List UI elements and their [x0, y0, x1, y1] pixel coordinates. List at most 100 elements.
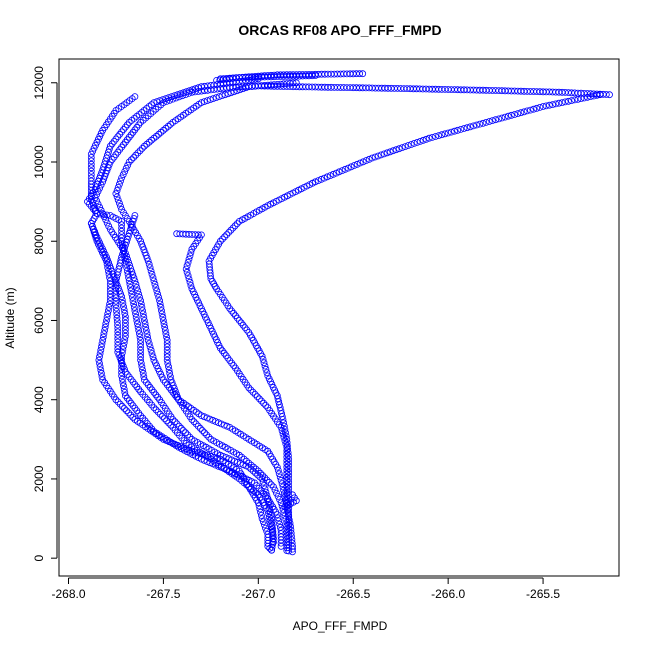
data-point: [268, 526, 276, 533]
data-point: [145, 340, 153, 348]
data-point: [212, 418, 220, 425]
data-point: [131, 380, 139, 388]
data-point: [153, 287, 161, 295]
data-point: [127, 131, 135, 139]
data-point: [112, 290, 120, 298]
data-point: [279, 430, 287, 438]
data-point: [275, 517, 283, 525]
data-point: [172, 390, 180, 398]
data-point: [142, 326, 150, 334]
data-point: [152, 391, 160, 399]
data-point: [120, 382, 127, 390]
data-point: [121, 244, 128, 252]
data-point: [120, 339, 128, 347]
data-point: [138, 303, 146, 311]
data-point: [152, 132, 160, 140]
data-point: [276, 496, 284, 503]
data-point: [517, 109, 525, 117]
data-point: [123, 267, 131, 275]
data-point: [284, 449, 292, 456]
data-point: [495, 87, 503, 94]
data-point: [128, 220, 136, 228]
data-point: [130, 154, 138, 161]
data-point: [163, 343, 171, 351]
data-point: [174, 91, 182, 99]
chart-title: ORCAS RF08 APO_FFF_FMPD: [238, 22, 441, 38]
data-point: [165, 363, 172, 371]
data-point: [381, 84, 389, 92]
data-point: [175, 422, 183, 430]
data-point: [144, 112, 152, 120]
data-point: [571, 96, 579, 104]
data-point: [155, 130, 163, 138]
data-point: [87, 150, 95, 158]
data-point: [138, 144, 146, 152]
data-point: [479, 119, 487, 127]
data-point: [504, 112, 512, 120]
y-tick-label: 12000: [32, 66, 46, 100]
data-point: [119, 346, 127, 353]
data-point: [263, 491, 271, 499]
data-point: [263, 369, 271, 377]
data-point: [380, 150, 388, 158]
data-point: [140, 317, 148, 324]
data-point: [134, 323, 142, 331]
data-point: [488, 117, 496, 124]
data-point: [236, 86, 244, 94]
data-point: [127, 156, 135, 164]
data-point: [243, 457, 250, 465]
data-point: [116, 180, 123, 188]
data-point: [118, 375, 126, 383]
data-point: [205, 433, 213, 441]
data-point: [123, 252, 130, 260]
data-point: [228, 359, 236, 367]
data-point: [221, 233, 229, 241]
data-point: [265, 513, 273, 521]
data-point: [147, 346, 155, 354]
data-point: [558, 88, 566, 96]
data-point: [203, 431, 211, 439]
data-point: [106, 142, 114, 150]
data-point: [323, 173, 331, 181]
data-point: [114, 196, 122, 204]
data-point: [233, 220, 241, 228]
data-point: [168, 379, 176, 387]
data-point: [120, 126, 127, 133]
series-3: [205, 91, 604, 555]
data-point: [142, 378, 150, 386]
data-point: [120, 303, 127, 311]
data-point: [283, 473, 291, 481]
data-point: [118, 224, 125, 232]
data-point: [235, 317, 243, 324]
data-point: [99, 336, 107, 344]
data-point: [279, 416, 287, 423]
data-point: [137, 343, 145, 351]
data-point: [241, 324, 249, 332]
data-point: [268, 546, 276, 554]
data-point: [435, 85, 443, 93]
data-point: [282, 515, 290, 523]
data-point: [105, 148, 112, 156]
data-point: [93, 197, 100, 205]
data-point: [137, 300, 145, 308]
data-point: [183, 88, 190, 96]
data-point: [97, 129, 105, 137]
data-point: [271, 486, 279, 494]
data-point: [154, 290, 162, 298]
data-point: [132, 313, 140, 321]
data-point: [419, 136, 427, 144]
data-point: [120, 342, 127, 350]
data-point: [224, 90, 232, 98]
data-point: [228, 307, 236, 315]
data-point: [235, 451, 243, 459]
data-point: [117, 290, 124, 298]
data-point: [590, 92, 598, 100]
data-point: [191, 85, 199, 93]
data-point: [98, 369, 105, 377]
data-point: [130, 300, 138, 308]
data-point: [118, 369, 125, 377]
data-point: [473, 121, 481, 129]
data-point: [136, 333, 144, 341]
data-point: [151, 280, 159, 288]
data-point: [113, 318, 121, 326]
